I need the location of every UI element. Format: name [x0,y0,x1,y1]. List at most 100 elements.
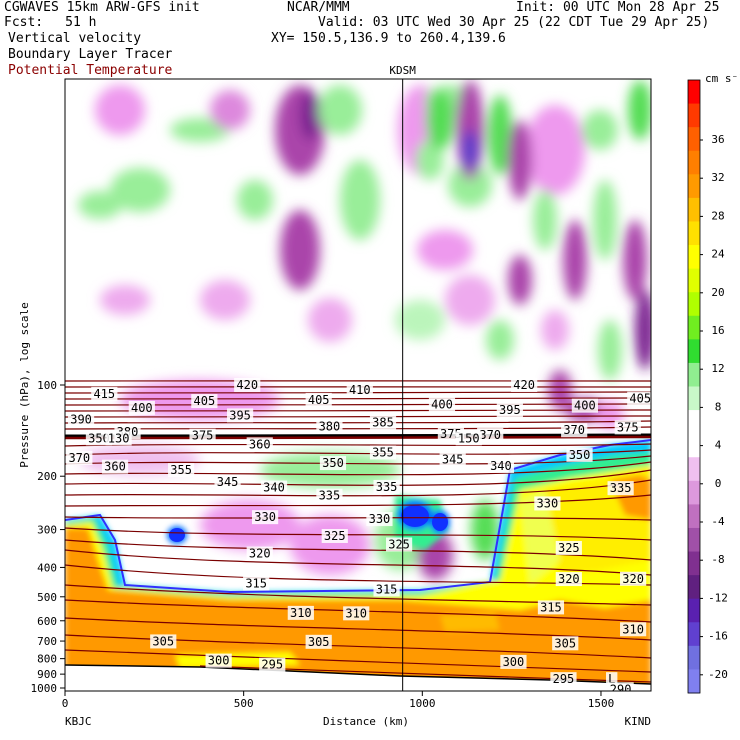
svg-text:305: 305 [152,634,174,648]
svg-text:355: 355 [170,463,192,477]
theta-contour-label: 380 [316,419,343,434]
theta-contour-label: 325 [555,540,582,555]
theta-contour-label: 370 [66,450,93,465]
forecast-label: Fcst: [4,15,44,30]
y-tick-label: 1000 [31,682,58,695]
theta-contour-label: 355 [369,445,397,460]
svg-text:130: 130 [108,431,130,445]
svg-text:420: 420 [513,378,535,392]
theta-contour-label: 315 [243,576,270,591]
svg-text:330: 330 [369,512,391,526]
svg-text:335: 335 [319,489,341,503]
colorbar-tick-label: 0 [715,477,722,490]
y-tick-label: 800 [37,653,57,666]
theta-contour-label: 310 [287,605,314,620]
theta-contour-label: 335 [607,481,634,496]
colorbar-swatch [688,551,700,576]
colorbar-swatch [688,127,700,152]
model-title: CGWAVES 15km ARW-GFS init [4,0,200,15]
svg-text:405: 405 [194,394,216,408]
theta-contour-label: 310 [620,622,647,637]
colorbar-tick-label: 8 [715,400,722,413]
terrain [65,665,651,691]
y-tick-label: 500 [37,591,57,604]
y-tick-label: 400 [37,561,57,574]
colorbar-tick-label: 36 [711,133,724,146]
colorbar-tick-label: -20 [708,668,728,681]
theta-contour-label: 385 [369,415,397,430]
svg-text:405: 405 [308,393,330,407]
field-boundary-layer-tracer: Boundary Layer Tracer [8,47,173,62]
theta-contour-label: 400 [128,400,155,415]
theta-contour-label: 345 [214,475,241,490]
colorbar-tick-label: -4 [711,515,725,528]
colorbar-swatch [688,150,700,175]
theta-contour-label: 400 [428,397,456,412]
svg-text:400: 400 [431,398,453,412]
forecast-hour: Fcst: 51 h [4,15,96,30]
theta-contour-label: 360 [101,459,129,474]
theta-contour-label: 315 [537,600,565,615]
theta-contour-label: 295 [259,657,286,672]
svg-text:340: 340 [490,459,512,473]
theta-contour-label: 405 [627,391,651,406]
svg-text:345: 345 [442,452,464,466]
theta-contour-label: 130 [105,431,132,446]
svg-text:370: 370 [479,428,501,442]
forecast-value: 51 h [65,15,97,30]
colorbar-swatch [688,457,700,482]
colorbar: 36 32 28 24 20 16 12 8 4 0 -4 -8 -12 -16 -20 [687,79,728,694]
x-tick-label: 1500 [588,697,615,710]
theta-contour-label: 355 [168,463,195,478]
svg-text:400: 400 [131,401,153,415]
field-layer: 415 420 410 420 405 405 405 400 400 400 395 395 390 3… [65,79,651,696]
svg-text:335: 335 [610,481,632,495]
svg-text:420: 420 [236,378,258,392]
svg-text:345: 345 [217,475,239,489]
svg-text:310: 310 [290,606,312,620]
theta-contour-label: 330 [251,510,279,525]
field-potential-temperature: Potential Temperature [8,63,173,78]
theta-contour-label: 405 [191,394,218,409]
theta-contour-label: 320 [246,546,273,561]
theta-contour-label: 305 [305,634,332,649]
svg-text:380: 380 [319,419,341,433]
theta-contour-label: 390 [67,412,95,427]
svg-text:415: 415 [93,387,115,401]
svg-text:375: 375 [617,420,639,434]
svg-text:295: 295 [261,658,283,672]
theta-contour-label: 350 [566,447,593,462]
theta-contour-label: 320 [620,571,647,586]
theta-contour-label: 360 [246,437,273,452]
svg-text:320: 320 [249,547,271,561]
theta-contour-label: 405 [305,392,332,407]
colorbar-swatch [688,622,700,647]
theta-contour-label: 320 [555,572,582,587]
y-tick-label: 100 [37,379,57,392]
colorbar-swatch [688,433,700,458]
y-tick-label: 900 [37,668,57,681]
svg-text:325: 325 [388,537,410,551]
theta-contour-label: 325 [321,528,348,543]
svg-text:350: 350 [322,456,344,470]
field-vertical-velocity: Vertical velocity [8,31,142,46]
y-axis-title: Pressure (hPa), log scale [18,302,31,468]
svg-text:405: 405 [629,392,651,406]
colorbar-swatch [688,197,700,222]
y-tick-label: 200 [37,470,57,483]
colorbar-swatch [688,410,700,435]
theta-contour-label: L [605,672,618,687]
svg-text:290: 290 [610,682,632,696]
svg-text:385: 385 [372,416,394,430]
theta-contour-label: 330 [366,512,393,527]
colorbar-unit: cm s⁻¹ [705,72,740,85]
theta-contour-label: 335 [316,488,343,503]
theta-contour-label: 395 [496,403,523,418]
svg-text:295: 295 [553,672,575,686]
svg-text:350: 350 [569,448,591,462]
theta-contour-label: 330 [534,496,561,511]
colorbar-swatch [688,245,700,270]
colorbar-tick-label: -8 [711,553,724,566]
theta-contour-label: 290 [607,682,634,696]
colorbar-swatch [688,315,700,340]
